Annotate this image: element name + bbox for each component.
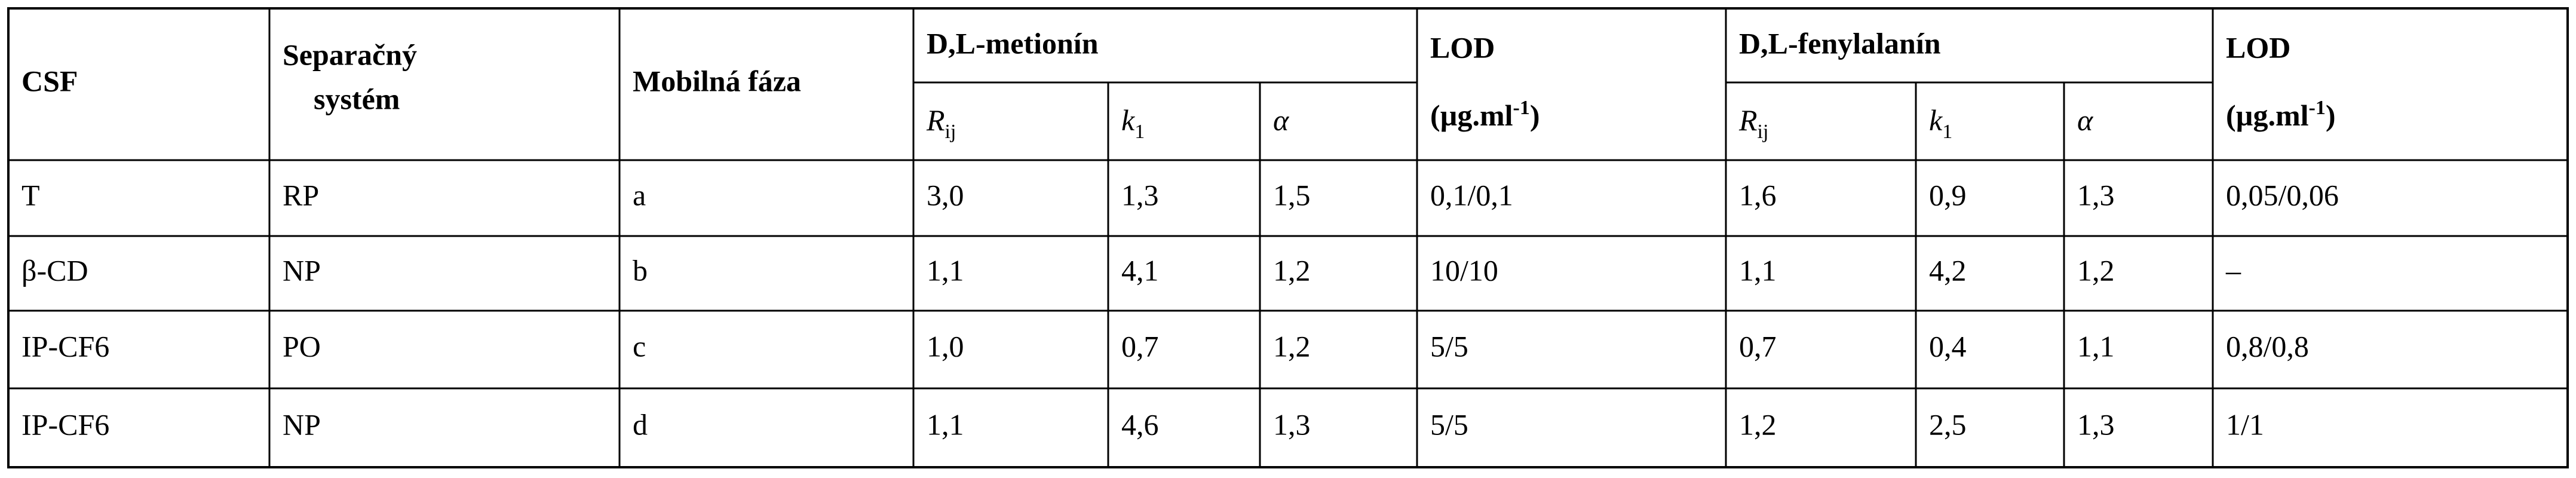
- cell: 4,6: [1121, 407, 1159, 441]
- cell: 5/5: [1430, 407, 1468, 441]
- cell: 1,3: [1121, 178, 1159, 212]
- param-sub: 1: [1942, 121, 1952, 143]
- cell: 1,1: [927, 253, 964, 287]
- cell: 1,2: [1273, 253, 1311, 287]
- cell: 0,9: [1929, 178, 1967, 212]
- cell: a: [633, 178, 646, 212]
- group-header: D,L-metionín: [927, 26, 1099, 60]
- cell: IP-CF6: [22, 407, 109, 441]
- unit-sup: -1: [1513, 97, 1530, 119]
- cell: 1,0: [927, 329, 964, 363]
- unit-sup: -1: [2309, 97, 2326, 119]
- cell: 1,2: [2077, 253, 2115, 287]
- header-cell: Mobilná fáza: [633, 64, 801, 97]
- param-main: k: [1929, 103, 1943, 137]
- cell: d: [633, 407, 648, 441]
- cell: 1,2: [1739, 407, 1777, 441]
- param-header: k1: [1121, 103, 1145, 142]
- cell: PO: [283, 329, 321, 363]
- header-cell: CSF: [22, 64, 78, 97]
- cell: 0,4: [1929, 329, 1967, 363]
- cell: 1/1: [2226, 407, 2264, 441]
- cell: β-CD: [22, 253, 88, 287]
- cell: 5/5: [1430, 329, 1468, 363]
- cell: 3,0: [927, 178, 964, 212]
- cell: 1,3: [2077, 178, 2115, 212]
- cell: NP: [283, 407, 321, 441]
- param-main: α: [2077, 103, 2094, 137]
- param-sub: 1: [1134, 121, 1145, 143]
- param-header: Rij: [1738, 103, 1768, 142]
- param-header: k1: [1929, 103, 1952, 142]
- cell: –: [2225, 253, 2241, 287]
- param-header: Rij: [926, 103, 956, 142]
- param-main: α: [1273, 103, 1290, 137]
- cell: RP: [283, 178, 319, 212]
- unit-part: ): [2326, 99, 2336, 132]
- param-main: R: [1738, 103, 1758, 137]
- cell: 1,1: [927, 407, 964, 441]
- cell: 1,5: [1273, 178, 1311, 212]
- cell: 0,05/0,06: [2226, 178, 2339, 212]
- cell: 1,1: [2077, 329, 2115, 363]
- header-cell: Separačný: [283, 38, 417, 71]
- header-cell: systém: [314, 82, 400, 115]
- unit-part: ): [1530, 99, 1540, 132]
- cell: 4,2: [1929, 253, 1967, 287]
- lod-header: LOD: [1430, 30, 1495, 64]
- lod-unit: (µg.ml-1): [2226, 97, 2336, 133]
- cell: c: [633, 329, 646, 363]
- cell: 0,7: [1739, 329, 1777, 363]
- unit-part: (µg.ml: [1430, 99, 1513, 132]
- cell: 4,1: [1121, 253, 1159, 287]
- cell: IP-CF6: [22, 329, 109, 363]
- cell: T: [22, 178, 40, 212]
- cell: 0,1/0,1: [1430, 178, 1513, 212]
- param-sub: ij: [945, 121, 956, 143]
- cell: 1,3: [1273, 407, 1311, 441]
- param-header: α: [2077, 103, 2094, 137]
- param-main: R: [926, 103, 945, 137]
- cell: 1,6: [1739, 178, 1777, 212]
- param-main: k: [1121, 103, 1135, 137]
- cell: 2,5: [1929, 407, 1967, 441]
- cell: 0,7: [1121, 329, 1159, 363]
- cell: b: [633, 253, 648, 287]
- cell: NP: [283, 253, 321, 287]
- cell: 10/10: [1430, 253, 1498, 287]
- grid: [7, 7, 2569, 468]
- cell: 1,1: [1739, 253, 1777, 287]
- cell: 1,3: [2077, 407, 2115, 441]
- cell: 1,2: [1273, 329, 1311, 363]
- cell: 0,8/0,8: [2226, 329, 2309, 363]
- param-sub: ij: [1758, 121, 1769, 143]
- lod-unit: (µg.ml-1): [1430, 97, 1540, 133]
- table-border: [7, 7, 2569, 468]
- unit-part: (µg.ml: [2226, 99, 2309, 132]
- param-header: α: [1273, 103, 1290, 137]
- lod-header: LOD: [2226, 30, 2290, 64]
- group-header: D,L-fenylalanín: [1739, 26, 1941, 60]
